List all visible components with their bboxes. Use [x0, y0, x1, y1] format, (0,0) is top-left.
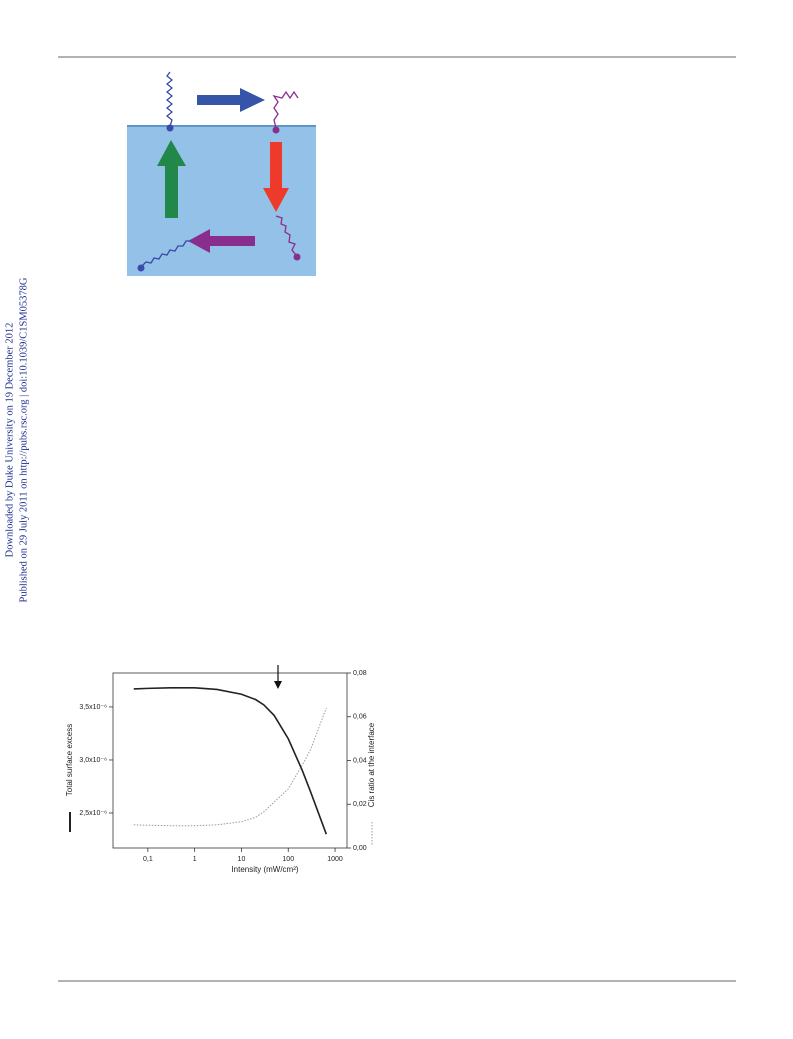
y2-tick-label: 0,06: [353, 714, 367, 721]
x-axis-label: Intensity (mW/cm²): [231, 865, 298, 874]
scheme-diagram: [127, 71, 316, 276]
y2-tick-label: 0,00: [353, 845, 367, 852]
chart: Intensity (mW/cm²) Total surface excess …: [65, 665, 376, 874]
x-tick-label: 10: [238, 856, 246, 863]
y2-axis-label: Cis ratio at the interface: [367, 722, 376, 807]
x-tick-label: 100: [282, 856, 294, 863]
data-line: [133, 687, 328, 835]
y2-tick-label: 0,02: [353, 801, 367, 808]
y-axis-label: Total surface excess: [65, 724, 74, 796]
data-line: [133, 707, 327, 827]
y-tick-label: 2,5x10⁻⁶: [79, 810, 107, 817]
x-tick-label: 1000: [327, 856, 343, 863]
y-tick-label: 3,0x10⁻⁶: [79, 757, 107, 764]
y2-tick-label: 0,04: [353, 757, 367, 764]
x-tick-label: 0,1: [143, 856, 153, 863]
y2-tick-label: 0,08: [353, 670, 367, 677]
x-tick-label: 1: [193, 856, 197, 863]
margin-note: Downloaded by Duke University on 19 Dece…: [4, 323, 15, 558]
annotation-arrow-head: [274, 681, 282, 689]
margin-note: Published on 29 July 2011 on http://pubs…: [18, 277, 29, 602]
y-tick-label: 3,5x10⁻⁶: [79, 704, 107, 711]
plot-frame: [112, 672, 348, 849]
